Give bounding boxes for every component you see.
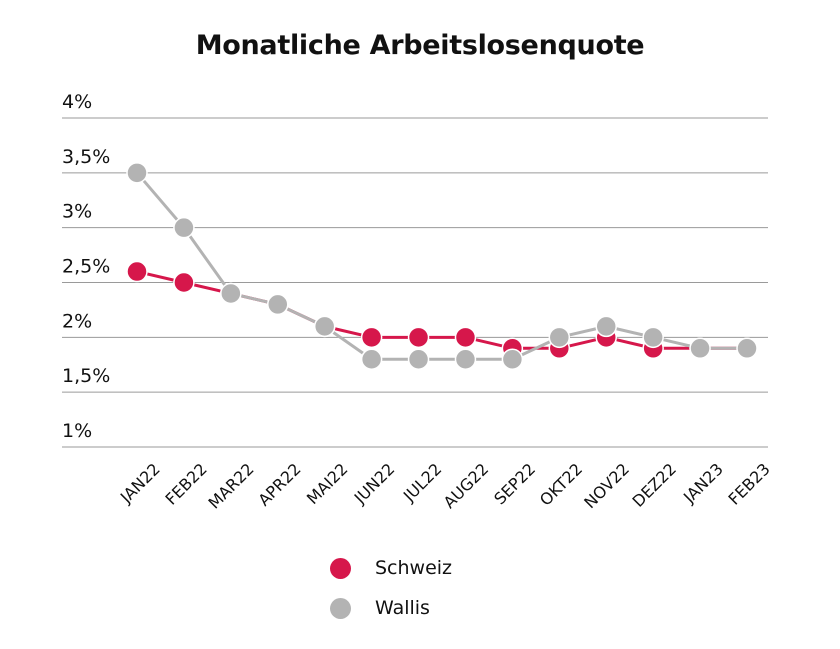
legend-marker-schweiz: [330, 557, 351, 579]
data-point[interactable]: [126, 260, 148, 283]
x-tick-label: APR22: [254, 459, 304, 509]
x-tick-label: JUL22: [399, 459, 445, 505]
x-tick-label: SEP22: [490, 459, 539, 508]
data-point[interactable]: [689, 337, 711, 360]
data-point[interactable]: [173, 271, 195, 294]
series-wallis: [126, 162, 758, 371]
series-lines: [126, 162, 758, 371]
legend-label-wallis: Wallis: [375, 597, 430, 619]
y-tick-label: 1,5%: [62, 365, 110, 387]
legend-item-wallis[interactable]: Wallis: [330, 588, 452, 628]
series-schweiz: [126, 260, 758, 360]
legend-label-schweiz: Schweiz: [375, 557, 453, 579]
legend: Schweiz Wallis: [330, 548, 452, 628]
data-point[interactable]: [454, 326, 477, 349]
data-point[interactable]: [360, 326, 383, 349]
data-point[interactable]: [360, 348, 383, 371]
legend-marker-wallis: [330, 597, 351, 619]
y-tick-label: 2%: [62, 310, 92, 332]
y-tick-label: 4%: [62, 91, 92, 113]
x-tick-label: FEB22: [161, 459, 210, 508]
gridlines: [62, 117, 768, 448]
x-tick-label: JUN22: [350, 459, 399, 508]
y-axis-ticks: 4% 3,5% 3% 2,5% 2% 1,5% 1%: [62, 91, 110, 442]
x-tick-label: FEB23: [725, 459, 774, 508]
x-tick-label: JAN23: [679, 459, 727, 507]
data-point[interactable]: [220, 282, 242, 305]
y-tick-label: 3,5%: [62, 146, 110, 168]
x-tick-label: NOV22: [580, 459, 633, 512]
data-point[interactable]: [642, 326, 664, 349]
data-point[interactable]: [313, 315, 336, 338]
legend-item-schweiz[interactable]: Schweiz: [330, 548, 452, 588]
y-tick-label: 2,5%: [62, 256, 110, 278]
x-tick-label: MAI22: [303, 459, 352, 508]
x-tick-label: MAR22: [204, 459, 257, 512]
data-point[interactable]: [126, 162, 148, 184]
data-point[interactable]: [407, 348, 430, 371]
data-point[interactable]: [548, 326, 571, 349]
data-point[interactable]: [454, 348, 477, 371]
data-point[interactable]: [267, 293, 289, 316]
x-tick-label: JAN22: [116, 459, 164, 507]
y-tick-label: 1%: [62, 420, 92, 442]
data-point[interactable]: [407, 326, 430, 349]
data-point[interactable]: [736, 337, 758, 360]
x-tick-label: DEZ22: [629, 459, 680, 510]
data-point[interactable]: [173, 216, 195, 239]
data-point[interactable]: [501, 348, 524, 371]
data-point[interactable]: [595, 315, 617, 338]
chart-title: Monatliche Arbeitslosenquote: [195, 30, 645, 61]
x-tick-label: OKT22: [536, 459, 586, 509]
y-tick-label: 3%: [62, 201, 92, 223]
x-tick-label: AUG22: [440, 459, 493, 512]
